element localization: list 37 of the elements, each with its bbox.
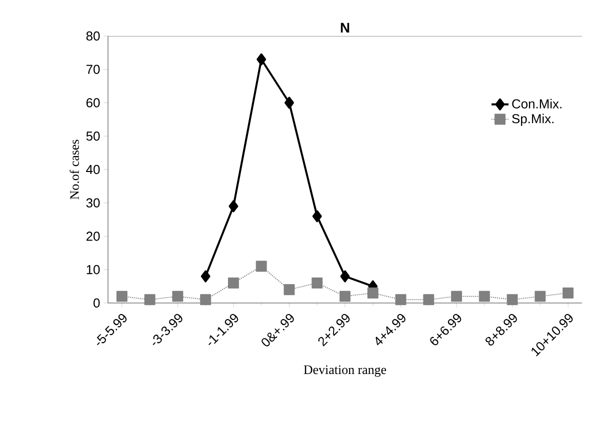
point: [312, 210, 322, 222]
point: [340, 290, 350, 302]
point: [506, 294, 518, 306]
y-tick-label: 30: [86, 198, 100, 208]
legend-label: Con.Mix.: [512, 98, 562, 108]
point: [478, 290, 490, 302]
point: [284, 284, 295, 296]
point: [534, 290, 546, 302]
point: [116, 290, 128, 302]
y-tick-label: 40: [86, 164, 100, 174]
point: [284, 96, 294, 109]
point: [395, 294, 406, 306]
point: [144, 294, 156, 306]
point: [340, 270, 350, 282]
point: [423, 294, 434, 306]
y-tick-label: 10: [86, 265, 100, 274]
point: [228, 200, 238, 212]
point: [200, 270, 210, 282]
y-tick-label: 20: [86, 232, 100, 241]
point: [367, 288, 378, 298]
point: [228, 277, 239, 288]
point: [312, 277, 323, 288]
x-axis-title: Deviation range: [304, 365, 386, 377]
point: [562, 288, 574, 298]
y-tick-label: 70: [86, 64, 100, 74]
point: [256, 53, 266, 66]
chart-title: N: [340, 22, 350, 33]
point: [172, 290, 184, 302]
point: [200, 294, 212, 306]
y-axis-title: No.of cases: [70, 140, 79, 200]
y-tick-label: 80: [86, 31, 100, 41]
legend-label: Sp.Mix.: [512, 114, 554, 126]
y-tick-label: 50: [86, 132, 100, 141]
y-tick-label: 60: [86, 98, 100, 108]
point: [451, 290, 462, 302]
y-tick-label: 0: [94, 298, 100, 308]
point: [256, 260, 267, 272]
